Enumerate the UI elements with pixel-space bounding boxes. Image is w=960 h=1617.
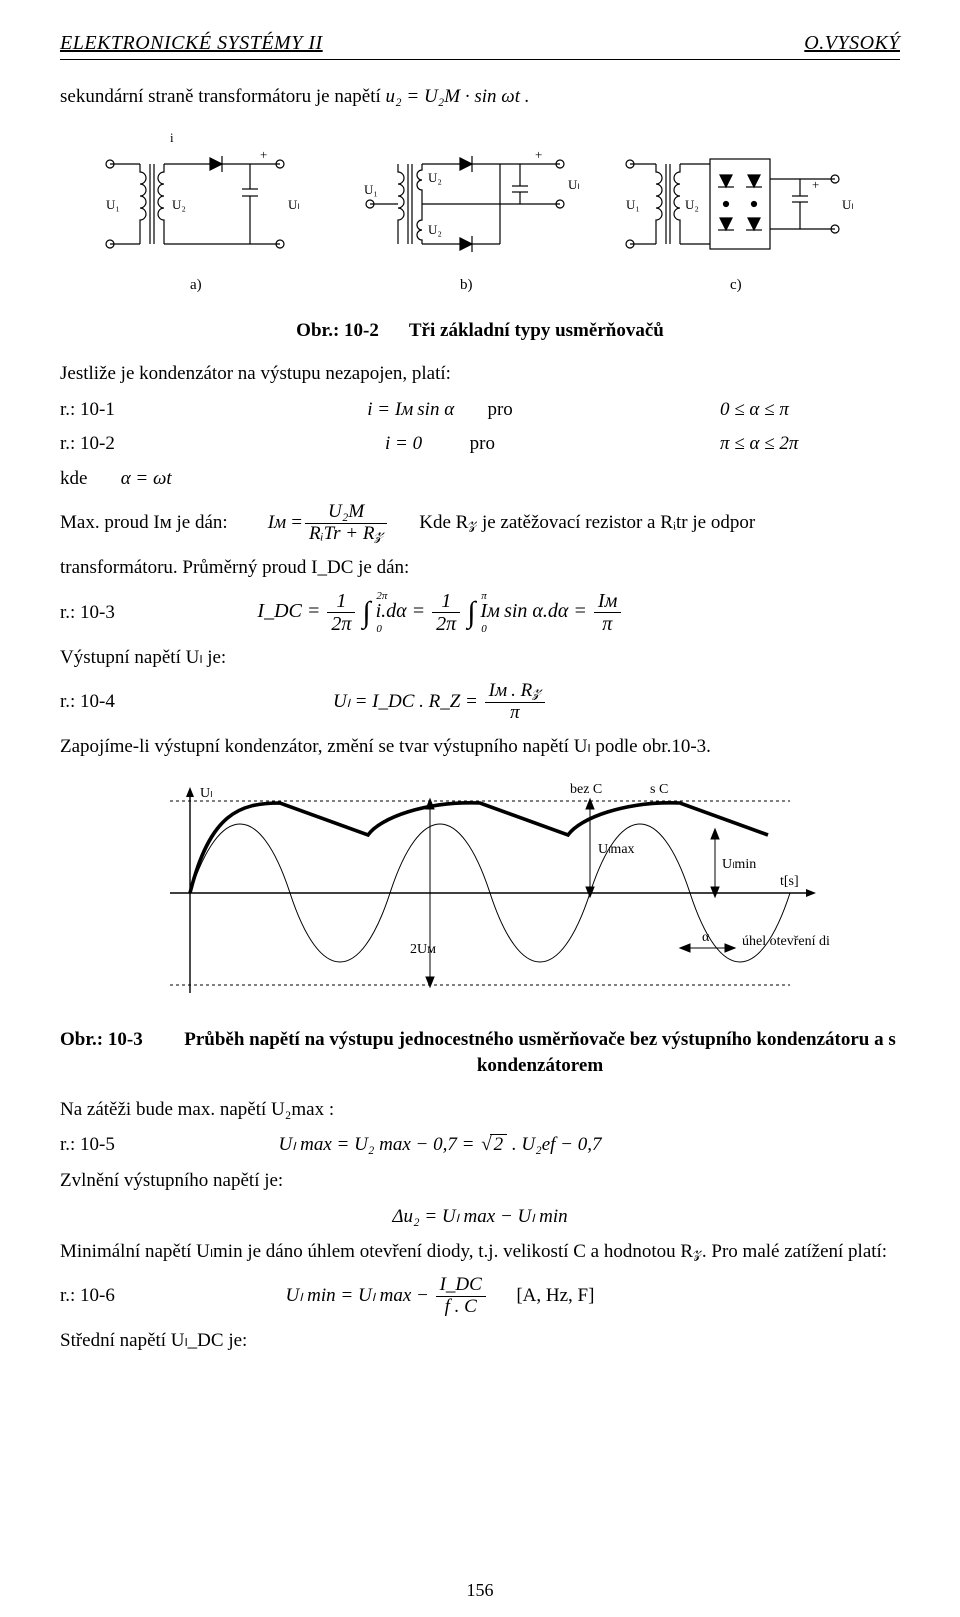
- eq-10-6: r.: 10-6 Uₗ min = Uₗ max − I_DCf . C [A,…: [60, 1275, 900, 1318]
- eq-10-5: r.: 10-5 Uₗ max = U₂ max − 0,7 = 2 . U₂e…: [60, 1132, 900, 1158]
- svg-text:Uₗ: Uₗ: [568, 177, 580, 192]
- text-zatezi: Na zátěži bude max. napětí U₂max :: [60, 1097, 900, 1123]
- svg-text:U₂: U₂: [428, 222, 442, 237]
- svg-text:2Uᴍ: 2Uᴍ: [410, 942, 436, 957]
- label-i: i: [170, 130, 174, 145]
- svg-text:U₂: U₂: [428, 170, 442, 185]
- svg-text:s C: s C: [650, 782, 668, 797]
- page-number: 156: [0, 1580, 960, 1601]
- svg-text:Uₗmin: Uₗmin: [722, 857, 756, 872]
- svg-text:U₂: U₂: [685, 197, 699, 212]
- text-before-eqs: Jestliže je kondenzátor na výstupu nezap…: [60, 361, 900, 387]
- svg-text:Uₗmax: Uₗmax: [598, 842, 635, 857]
- svg-text:Uₗ: Uₗ: [842, 197, 854, 212]
- eq-10-3: r.: 10-3 I_DC = 12π ∫2π0 i.dα = 12π ∫π0 …: [60, 590, 900, 635]
- max-proud-line: Max. proud Iᴍ je dán: Iᴍ = U₂M RᵢTr + R𝓏…: [60, 502, 900, 545]
- svg-text:bez C: bez C: [570, 782, 602, 797]
- kde-line: kde α = ωt: [60, 466, 900, 492]
- eq-10-4: r.: 10-4 Uₗ = I_DC . R_Z = Iᴍ . R𝓏π: [60, 681, 900, 724]
- eq-du2: Δu₂ = Uₗ max − Uₗ min: [60, 1204, 900, 1230]
- svg-text:α: α: [702, 930, 710, 945]
- svg-text:c): c): [730, 277, 742, 293]
- header-left: ELEKTRONICKÉ SYSTÉMY II: [60, 32, 323, 55]
- svg-text:a): a): [190, 277, 202, 293]
- page-header: ELEKTRONICKÉ SYSTÉMY II O.VYSOKÝ: [60, 32, 900, 55]
- text-after-10-4: Zapojíme-li výstupní kondenzátor, změní …: [60, 734, 900, 760]
- text-min-napeti: Minimální napětí Uₗmin je dáno úhlem ote…: [60, 1239, 900, 1265]
- figure-10-2: i U₁: [90, 124, 870, 304]
- text-zvlneni: Zvlnění výstupního napětí je:: [60, 1168, 900, 1194]
- text-UL: Výstupní napětí Uₗ je:: [60, 645, 900, 671]
- svg-text:b): b): [460, 277, 473, 293]
- svg-text:Uₗ: Uₗ: [288, 197, 300, 212]
- svg-text:U₁: U₁: [626, 197, 640, 212]
- eq-10-1: r.: 10-1 i = Iᴍ sin α pro 0 ≤ α ≤ π: [60, 397, 900, 423]
- figure-10-3: Uₗ bez C s C Uₗmax Uₗmin t[s] 2Uᴍ α úhel…: [130, 773, 830, 1013]
- svg-text:U₂: U₂: [172, 197, 186, 212]
- svg-text:t[s]: t[s]: [780, 874, 799, 889]
- svg-text:U₁: U₁: [106, 197, 120, 212]
- header-rule: [60, 59, 900, 60]
- intro-eq: u₂ = U₂M · sin ωt .: [386, 86, 530, 107]
- svg-text:U₁: U₁: [364, 182, 378, 197]
- svg-text:+: +: [535, 147, 542, 162]
- eq-10-2: r.: 10-2 i = 0 pro π ≤ α ≤ 2π: [60, 431, 900, 457]
- fig10-2-caption: Obr.: 10-2 Tři základní typy usměrňovačů: [60, 318, 900, 344]
- svg-text:+: +: [812, 177, 819, 192]
- intro-line: sekundární straně transformátoru je napě…: [60, 84, 900, 110]
- fig10-3-caption: Obr.: 10-3 Průběh napětí na výstupu jedn…: [60, 1027, 900, 1078]
- svg-text:Uₗ: Uₗ: [200, 786, 212, 801]
- header-right: O.VYSOKÝ: [804, 32, 900, 55]
- text-stredni: Střední napětí Uₗ_DC je:: [60, 1328, 900, 1354]
- svg-text:+: +: [260, 147, 267, 162]
- svg-text:úhel otevření diody: úhel otevření diody: [742, 934, 830, 949]
